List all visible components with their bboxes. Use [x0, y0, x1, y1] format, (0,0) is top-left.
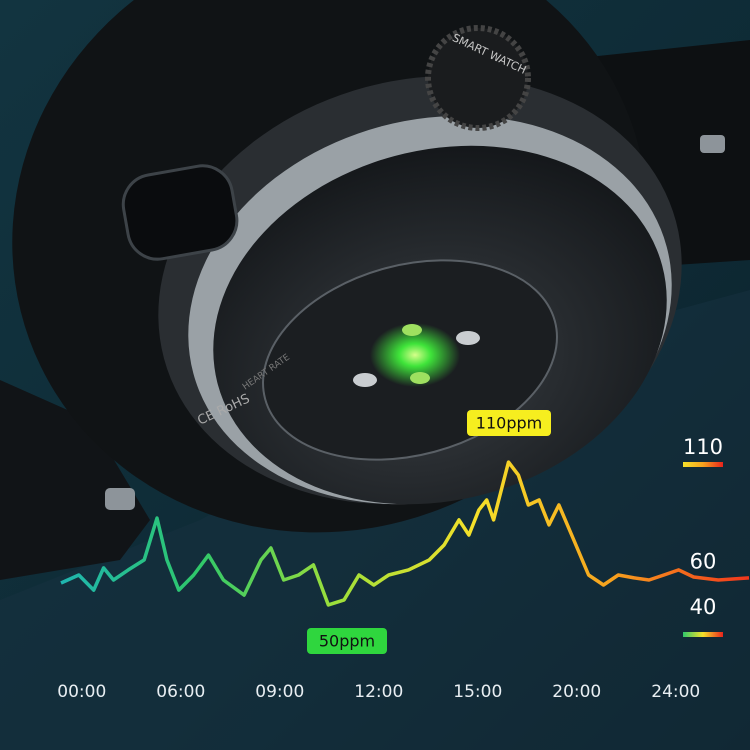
- legend-bar: [683, 462, 723, 467]
- legend-bar: [683, 632, 723, 637]
- x-tick-label: 09:00: [255, 682, 304, 702]
- x-tick-label: 00:00: [57, 682, 106, 702]
- line: [60, 460, 750, 607]
- annotation: 50ppm: [319, 632, 375, 651]
- x-tick-label: 06:00: [156, 682, 205, 702]
- x-tick-label: 12:00: [354, 682, 403, 702]
- y-tick-label: 40: [690, 595, 717, 619]
- annotation-box: [467, 410, 551, 436]
- annotation: 110ppm: [476, 414, 542, 433]
- y-tick-label: 60: [690, 549, 717, 573]
- watch: SMART WATCH CE RoHS HEART RATE: [0, 0, 750, 580]
- y-tick-label: 110: [683, 435, 723, 459]
- x-tick-label: 24:00: [651, 682, 700, 702]
- x-tick-label: 20:00: [552, 682, 601, 702]
- annotation-box: [307, 628, 387, 654]
- x-tick-label: 15:00: [453, 682, 502, 702]
